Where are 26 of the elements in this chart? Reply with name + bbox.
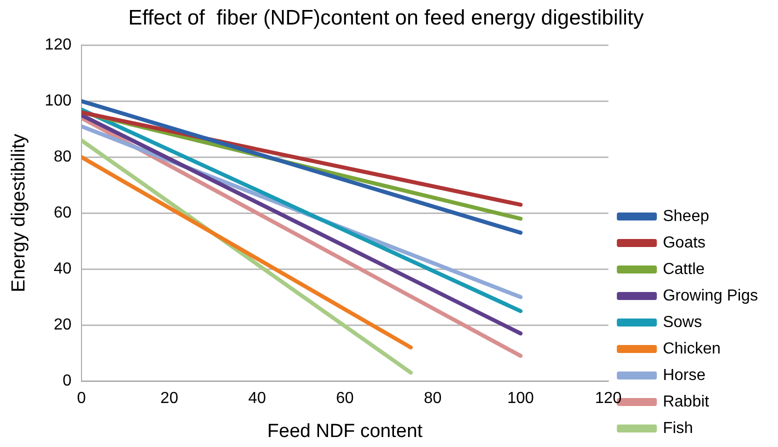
x-tick-label: 100 xyxy=(507,390,534,408)
x-tick-label: 0 xyxy=(77,390,86,408)
legend-label: Horse xyxy=(662,366,706,384)
y-tick-label: 60 xyxy=(54,204,72,222)
x-tick-label: 120 xyxy=(595,390,622,408)
y-axis-title: Energy digestibility xyxy=(8,133,30,292)
x-tick-label: 20 xyxy=(160,390,178,408)
y-tick-label: 80 xyxy=(54,148,72,166)
x-tick-label: 80 xyxy=(424,390,442,408)
legend-label: Fish xyxy=(662,420,694,437)
y-tick-label: 20 xyxy=(54,316,72,334)
y-tick-label: 100 xyxy=(44,92,72,110)
legend-label: Sheep xyxy=(662,208,710,225)
legend-label: Chicken xyxy=(662,340,721,358)
y-tick-label: 40 xyxy=(54,260,72,278)
x-axis-title: Feed NDF content xyxy=(267,420,424,442)
x-tick-label: 60 xyxy=(336,390,354,408)
legend-label: Sows xyxy=(662,314,702,331)
legend-label: Cattle xyxy=(662,260,705,278)
legend-label: Growing Pigs xyxy=(662,287,758,304)
chart-title: Effect of fiber (NDF)content on feed energy digestibility xyxy=(128,6,644,30)
legend-label: Goats xyxy=(662,234,706,252)
y-tick-label: 0 xyxy=(62,372,72,390)
y-tick-label: 120 xyxy=(44,36,72,54)
x-tick-label: 40 xyxy=(248,390,266,408)
legend-label: Rabbit xyxy=(662,393,710,410)
